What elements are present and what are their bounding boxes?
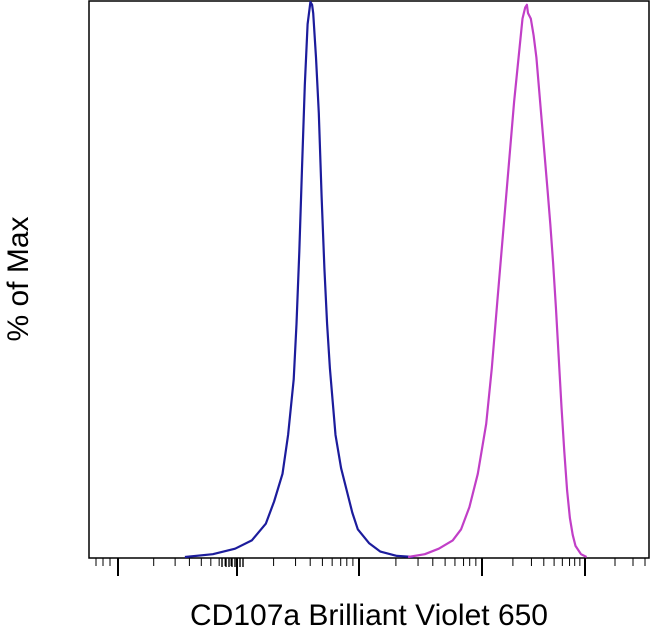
series-line-2 — [407, 3, 588, 559]
series-group — [184, 0, 588, 559]
y-axis-label: % of Max — [2, 216, 35, 341]
x-axis-ticks — [95, 558, 646, 576]
x-axis-label: CD107a Brilliant Violet 650 — [190, 599, 548, 632]
series-line-1 — [184, 0, 414, 559]
plot-frame — [88, 0, 650, 559]
